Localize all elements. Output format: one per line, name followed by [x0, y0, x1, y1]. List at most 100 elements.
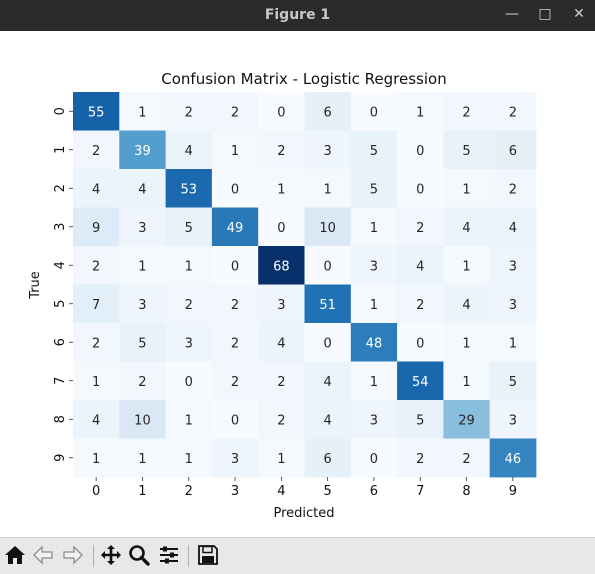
pan-button[interactable]	[98, 542, 124, 568]
x-tick-label: 7	[416, 484, 424, 499]
heatmap-cell	[258, 169, 305, 208]
x-tick-label: 0	[92, 484, 100, 499]
heatmap-cell	[165, 169, 213, 208]
pan-icon	[101, 545, 121, 565]
heatmap-cell	[397, 207, 444, 247]
heatmap-cell	[73, 169, 120, 208]
y-tick-label: 6	[53, 338, 68, 346]
toolbar-separator	[93, 545, 94, 567]
heatmap-cell	[165, 438, 213, 478]
heatmap-cell	[350, 246, 398, 285]
maximize-button[interactable]: □	[538, 6, 552, 22]
heatmap-cell	[73, 438, 120, 478]
heatmap-cell	[489, 284, 537, 324]
y-tick-label: 1	[53, 146, 68, 154]
heatmap-cell	[397, 323, 444, 362]
heatmap-cell	[304, 207, 352, 247]
heatmap-cell	[258, 130, 305, 170]
heatmap-cell	[489, 207, 537, 247]
cell-value-label: 55	[88, 105, 105, 120]
cell-value-label: 1	[185, 413, 193, 428]
cell-value-label: 4	[92, 413, 100, 428]
heatmap-cell	[73, 284, 120, 324]
y-tick-label: 5	[53, 300, 68, 308]
heatmap-cell	[119, 323, 166, 362]
toolbar-separator	[188, 545, 189, 567]
cell-value-label: 3	[185, 336, 193, 351]
configure-subplots-button[interactable]	[156, 542, 182, 568]
heatmap-cell	[304, 400, 352, 439]
back-button[interactable]	[30, 542, 56, 568]
x-tick-label: 2	[185, 484, 193, 499]
heatmap-cell	[304, 284, 352, 324]
y-axis-label: True	[28, 271, 43, 300]
cell-value-label: 0	[231, 259, 239, 274]
cell-value-label: 5	[370, 182, 378, 197]
heatmap-cell	[119, 400, 166, 439]
cell-value-label: 0	[277, 105, 285, 120]
x-tick-label: 5	[324, 484, 332, 499]
window-titlebar[interactable]: Figure 1 — □ ✕	[0, 0, 595, 31]
forward-button[interactable]	[60, 542, 86, 568]
cell-value-label: 2	[277, 375, 285, 390]
heatmap-cell	[119, 92, 166, 131]
home-button[interactable]	[2, 542, 28, 568]
minimize-button[interactable]: —	[505, 6, 519, 22]
cell-value-label: 3	[370, 413, 378, 428]
heatmap-cell	[119, 207, 166, 247]
cell-value-label: 1	[509, 336, 517, 351]
heatmap-cell	[119, 361, 166, 401]
heatmap-cell	[350, 323, 398, 362]
y-tick-label: 9	[53, 454, 68, 462]
zoom-button[interactable]	[126, 542, 152, 568]
heatmap-cell	[258, 438, 305, 478]
cell-value-label: 29	[458, 413, 475, 428]
cell-value-label: 1	[462, 259, 470, 274]
y-tick-label: 2	[53, 184, 68, 192]
heatmap-cell	[165, 246, 213, 285]
cell-value-label: 7	[92, 298, 100, 313]
cell-value-label: 0	[370, 105, 378, 120]
cell-value-label: 1	[462, 375, 470, 390]
heatmap-cell	[165, 207, 213, 247]
heatmap-cell	[443, 323, 491, 362]
cell-value-label: 2	[231, 105, 239, 120]
heatmap-cell	[73, 361, 120, 401]
figure-canvas[interactable]: Confusion Matrix - Logistic Regression 5…	[0, 31, 595, 537]
cell-value-label: 3	[509, 413, 517, 428]
heatmap-cell	[258, 207, 305, 247]
cell-value-label: 5	[509, 375, 517, 390]
heatmap-cell	[304, 438, 352, 478]
heatmap-cell	[350, 361, 398, 401]
heatmap-cell	[489, 361, 537, 401]
cell-value-label: 51	[319, 298, 336, 313]
cell-value-label: 1	[138, 259, 146, 274]
cell-value-label: 1	[185, 259, 193, 274]
x-tick-label: 6	[370, 484, 378, 499]
heatmap-cell	[489, 438, 537, 478]
cell-value-label: 2	[231, 336, 239, 351]
cell-value-label: 6	[324, 105, 332, 120]
heatmap-cell	[350, 169, 398, 208]
heatmap-cell	[73, 323, 120, 362]
heatmap-cell	[397, 169, 444, 208]
heatmap-cell	[211, 207, 259, 247]
save-button[interactable]	[195, 542, 221, 568]
heatmap-cell	[304, 246, 352, 285]
heatmap-cell	[489, 246, 537, 285]
cell-value-label: 1	[462, 336, 470, 351]
heatmap-cell	[443, 246, 491, 285]
cell-value-label: 5	[138, 336, 146, 351]
home-icon	[5, 546, 25, 564]
cell-value-label: 3	[370, 259, 378, 274]
heatmap-cell	[350, 400, 398, 439]
heatmap-cell	[489, 92, 537, 131]
cell-value-label: 48	[366, 336, 383, 351]
close-button[interactable]: ✕	[573, 6, 585, 22]
x-tick-label: 8	[462, 484, 470, 499]
cell-value-label: 4	[185, 144, 193, 159]
cell-value-label: 2	[509, 105, 517, 120]
x-tick-label: 9	[509, 484, 517, 499]
cell-value-label: 0	[231, 413, 239, 428]
heatmap-cell	[73, 400, 120, 439]
